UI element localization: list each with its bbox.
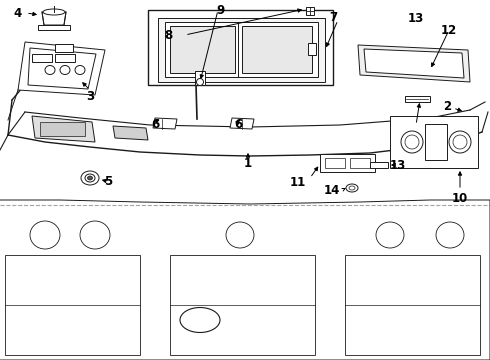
Bar xyxy=(325,158,345,168)
Polygon shape xyxy=(165,22,318,77)
Ellipse shape xyxy=(401,131,423,153)
Ellipse shape xyxy=(453,135,467,149)
Text: 6: 6 xyxy=(234,117,242,131)
Polygon shape xyxy=(153,118,177,129)
Ellipse shape xyxy=(436,222,464,248)
Polygon shape xyxy=(32,116,95,142)
Polygon shape xyxy=(18,42,105,95)
Bar xyxy=(405,96,430,102)
Ellipse shape xyxy=(349,186,355,190)
Bar xyxy=(350,158,370,168)
Bar xyxy=(390,116,478,168)
Ellipse shape xyxy=(80,221,110,249)
Text: 12: 12 xyxy=(441,23,457,36)
Ellipse shape xyxy=(60,66,70,75)
Polygon shape xyxy=(230,118,254,129)
Bar xyxy=(170,255,315,355)
Text: 10: 10 xyxy=(452,192,468,204)
Bar xyxy=(320,154,375,172)
Bar xyxy=(345,255,480,355)
Polygon shape xyxy=(42,12,66,25)
Ellipse shape xyxy=(449,131,471,153)
Bar xyxy=(308,43,316,55)
Polygon shape xyxy=(158,18,325,82)
Bar xyxy=(170,26,235,73)
Text: 7: 7 xyxy=(329,10,337,23)
Text: 4: 4 xyxy=(14,6,22,19)
Bar xyxy=(306,7,314,15)
Text: 11: 11 xyxy=(290,176,306,189)
Text: 1: 1 xyxy=(244,157,252,170)
Bar xyxy=(370,162,388,168)
Polygon shape xyxy=(364,49,464,78)
Ellipse shape xyxy=(88,176,93,180)
Ellipse shape xyxy=(85,174,95,182)
Bar xyxy=(32,54,52,62)
Text: 6: 6 xyxy=(151,117,159,131)
Bar xyxy=(148,10,333,85)
Ellipse shape xyxy=(45,66,55,75)
Ellipse shape xyxy=(30,221,60,249)
Polygon shape xyxy=(28,48,96,89)
Ellipse shape xyxy=(405,135,419,149)
Bar xyxy=(425,124,447,160)
Ellipse shape xyxy=(226,222,254,248)
Ellipse shape xyxy=(376,222,404,248)
Text: 13: 13 xyxy=(408,12,424,24)
Bar xyxy=(195,71,205,85)
Text: 5: 5 xyxy=(104,175,112,188)
Ellipse shape xyxy=(75,66,85,75)
Polygon shape xyxy=(358,45,470,82)
Polygon shape xyxy=(38,25,70,30)
Bar xyxy=(40,122,85,136)
Text: 9: 9 xyxy=(216,4,224,17)
Text: 14: 14 xyxy=(324,184,340,197)
Text: 3: 3 xyxy=(86,90,94,103)
Bar xyxy=(5,255,140,355)
Ellipse shape xyxy=(43,9,65,15)
Ellipse shape xyxy=(196,78,203,86)
Text: 2: 2 xyxy=(443,99,451,112)
Bar xyxy=(242,26,312,73)
Text: 8: 8 xyxy=(164,28,172,41)
Bar xyxy=(55,44,73,52)
Ellipse shape xyxy=(81,171,99,185)
Text: 13: 13 xyxy=(390,158,406,171)
Bar xyxy=(55,54,75,62)
Ellipse shape xyxy=(346,184,358,192)
Polygon shape xyxy=(113,126,148,140)
